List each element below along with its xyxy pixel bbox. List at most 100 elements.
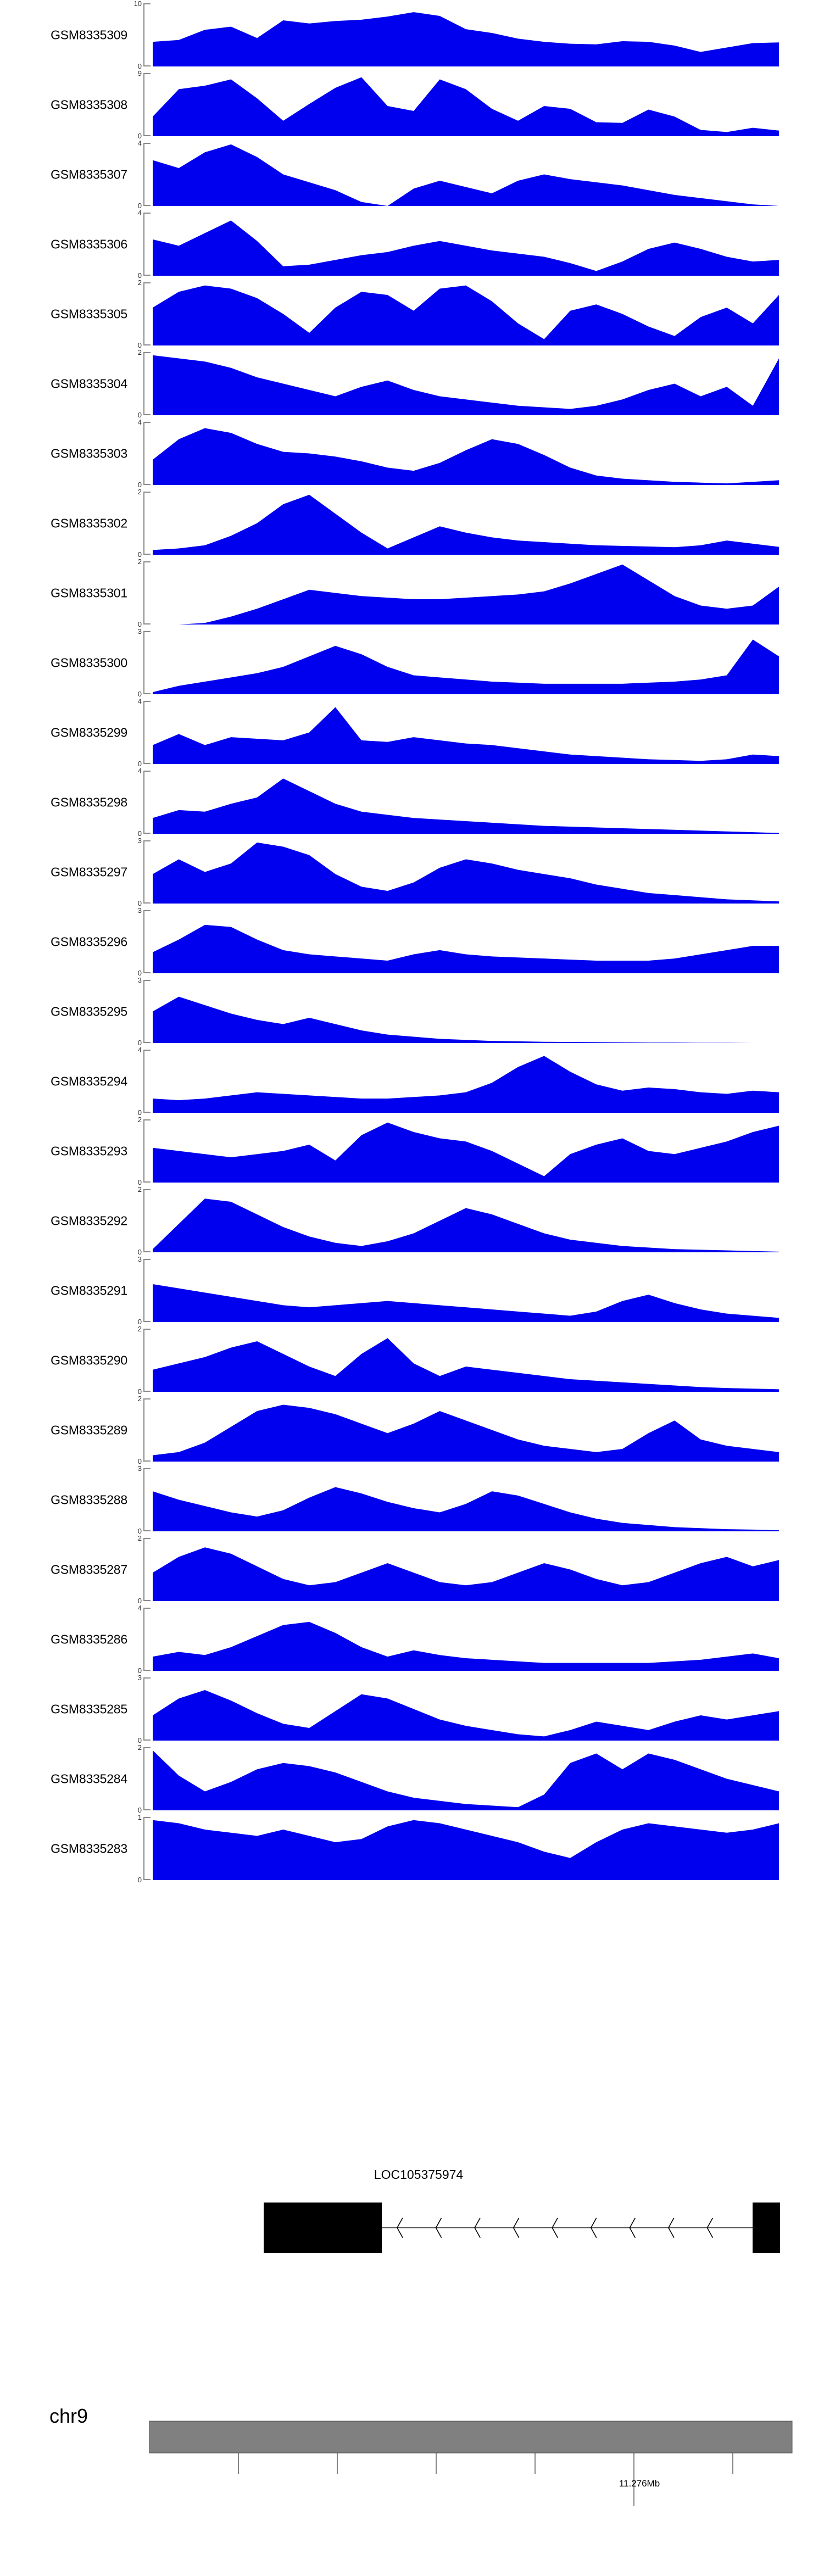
track-sample-label: GSM8335284 [51, 1771, 127, 1786]
y-axis-min-label: 0 [137, 690, 142, 698]
coverage-area-plot[interactable] [153, 1468, 779, 1531]
coverage-area-plot[interactable] [153, 1050, 779, 1113]
y-axis-min-label: 0 [137, 271, 142, 280]
coverage-track: GSM8335285 3 0 [0, 1674, 824, 1744]
y-axis-max-label: 4 [137, 1604, 142, 1612]
y-axis-min-label: 0 [137, 1666, 142, 1675]
coverage-area-plot[interactable] [153, 1677, 779, 1741]
track-sample-label: GSM8335292 [51, 1213, 127, 1228]
y-axis-max-label: 2 [137, 1116, 142, 1124]
coverage-area-plot[interactable] [153, 1189, 779, 1252]
coverage-area-plot[interactable] [153, 631, 779, 694]
y-axis-max-label: 3 [137, 976, 142, 984]
y-axis-min-label: 0 [137, 899, 142, 907]
y-axis-max-label: 2 [137, 1395, 142, 1403]
coverage-area-plot[interactable] [153, 910, 779, 973]
y-axis-bracket [143, 1538, 151, 1601]
coverage-area-plot[interactable] [153, 1119, 779, 1183]
track-sample-label: GSM8335293 [51, 1144, 127, 1158]
y-axis-max-label: 2 [137, 1743, 142, 1752]
y-axis-max-label: 3 [137, 1255, 142, 1263]
coverage-area-plot[interactable] [153, 422, 779, 485]
track-sample-label: GSM8335303 [51, 446, 127, 460]
coverage-tracks-container: GSM8335309 10 0 GSM8335308 9 0 GSM8335307 4 0 GSM… [0, 0, 824, 1883]
y-axis-bracket [143, 73, 151, 136]
coverage-track: GSM8335300 3 0 [0, 628, 824, 698]
coverage-track: GSM8335302 2 0 [0, 488, 824, 558]
y-axis-max-label: 1 [137, 1813, 142, 1821]
coverage-area-plot[interactable] [153, 701, 779, 764]
coverage-area-plot[interactable] [153, 980, 779, 1043]
y-axis-min-label: 0 [137, 1387, 142, 1396]
coverage-area-plot[interactable] [153, 1817, 779, 1880]
track-sample-label: GSM8335299 [51, 725, 127, 739]
y-axis-max-label: 4 [137, 767, 142, 775]
track-sample-label: GSM8335308 [51, 97, 127, 111]
coverage-area-plot[interactable] [153, 1538, 779, 1601]
coverage-track: GSM8335286 4 0 [0, 1604, 824, 1674]
y-axis-bracket [143, 213, 151, 276]
y-axis-min-label: 0 [137, 1597, 142, 1605]
y-axis-bracket [143, 771, 151, 834]
y-axis-max-label: 4 [137, 209, 142, 217]
track-sample-label: GSM8335302 [51, 516, 127, 530]
y-axis-min-label: 0 [137, 1178, 142, 1186]
y-axis-bracket [143, 352, 151, 415]
coverage-area-plot[interactable] [153, 143, 779, 206]
track-sample-label: GSM8335290 [51, 1353, 127, 1367]
track-sample-label: GSM8335294 [51, 1074, 127, 1088]
y-axis-min-label: 0 [137, 341, 142, 349]
track-sample-label: GSM8335298 [51, 795, 127, 809]
coverage-area-plot[interactable] [153, 73, 779, 136]
coverage-track: GSM8335304 2 0 [0, 349, 824, 419]
y-axis-max-label: 2 [137, 1325, 142, 1333]
coverage-area-plot[interactable] [153, 352, 779, 415]
coverage-area-plot[interactable] [153, 213, 779, 276]
track-sample-label: GSM8335286 [51, 1632, 127, 1646]
chromosome-label: chr9 [49, 2405, 88, 2427]
coverage-area-plot[interactable] [153, 3, 779, 66]
y-axis-min-label: 0 [137, 1527, 142, 1535]
y-axis-min-label: 0 [137, 1876, 142, 1884]
y-axis-min-label: 0 [137, 1039, 142, 1047]
track-sample-label: GSM8335297 [51, 865, 127, 879]
y-axis-max-label: 9 [137, 69, 142, 77]
y-axis-min-label: 0 [137, 1318, 142, 1326]
track-sample-label: GSM8335296 [51, 934, 127, 949]
y-axis-max-label: 3 [137, 627, 142, 635]
y-axis-bracket [143, 1398, 151, 1462]
coverage-area-plot[interactable] [153, 492, 779, 555]
y-axis-bracket [143, 1259, 151, 1322]
coverage-area-plot[interactable] [153, 1747, 779, 1810]
y-axis-max-label: 4 [137, 418, 142, 426]
coverage-area-plot[interactable] [153, 561, 779, 625]
y-axis-bracket [143, 980, 151, 1043]
y-axis-max-label: 3 [137, 1674, 142, 1682]
coverage-track: GSM8335289 2 0 [0, 1395, 824, 1465]
y-axis-bracket [143, 840, 151, 904]
coverage-track: GSM8335287 2 0 [0, 1535, 824, 1604]
y-axis-bracket [143, 1329, 151, 1392]
coverage-area-plot[interactable] [153, 771, 779, 834]
coverage-area-plot[interactable] [153, 1398, 779, 1462]
coverage-track: GSM8335305 2 0 [0, 279, 824, 349]
gene-annotation-track: LOC105375974 [0, 2142, 824, 2307]
y-axis-min-label: 0 [137, 1736, 142, 1744]
coverage-track: GSM8335283 1 0 [0, 1814, 824, 1883]
coverage-area-plot[interactable] [153, 282, 779, 345]
coverage-area-plot[interactable] [153, 1329, 779, 1392]
coverage-area-plot[interactable] [153, 1259, 779, 1322]
y-axis-min-label: 0 [137, 132, 142, 140]
coverage-track: GSM8335309 10 0 [0, 0, 824, 70]
y-axis-bracket [143, 1817, 151, 1880]
coverage-area-plot[interactable] [153, 1608, 779, 1671]
coverage-area-plot[interactable] [153, 840, 779, 904]
